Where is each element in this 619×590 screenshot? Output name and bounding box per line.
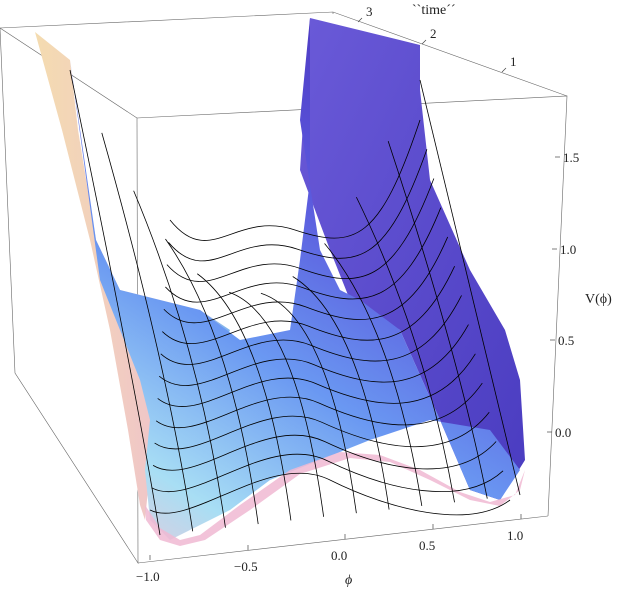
- mesh-line-time: [197, 273, 292, 521]
- y-tick-mark: [421, 39, 427, 45]
- mesh-line-time: [292, 276, 390, 510]
- mesh-line-time: [419, 79, 521, 496]
- y-tick-mark: [357, 17, 363, 23]
- bounding-box: [0, 11, 568, 565]
- mesh-line-phi: [166, 178, 435, 282]
- surface-main: [70, 18, 520, 540]
- mesh-line-phi: [154, 412, 490, 450]
- mesh-line-phi: [168, 149, 428, 262]
- mesh-line-phi: [152, 434, 497, 471]
- mesh-line-time: [387, 140, 488, 499]
- x-tick-label: −1.0: [136, 569, 160, 584]
- mesh-line-time: [101, 132, 194, 532]
- x-axis-label: ϕ: [345, 573, 352, 588]
- mesh-line-phi: [158, 324, 469, 386]
- mesh-line-phi: [160, 295, 462, 365]
- y-tick-label: 3: [366, 4, 373, 19]
- z-axis: 0.0 0.5 1.0 1.5 V(ϕ): [547, 150, 612, 440]
- z-tick-label: 0.0: [555, 425, 571, 440]
- x-tick-label: 0.0: [331, 548, 347, 563]
- x-axis: −1.0 −0.5 0.0 0.5 1.0 ϕ: [136, 514, 523, 588]
- y-tick-mark: [501, 67, 507, 73]
- x-tick-label: −0.5: [234, 559, 258, 574]
- mesh-line-phi: [169, 119, 421, 241]
- surface-mesh: [69, 69, 521, 536]
- x-tick-label: 1.0: [507, 528, 523, 543]
- y-axis-label: ``time´´: [412, 3, 456, 18]
- mesh-line-time: [228, 291, 325, 517]
- mesh-line-time: [69, 69, 161, 536]
- mesh-line-time: [165, 238, 259, 525]
- mesh-line-phi: [151, 453, 504, 493]
- mesh-line-phi: [155, 382, 483, 428]
- mesh-line-time: [260, 292, 357, 514]
- mesh-line-time: [356, 196, 455, 503]
- mesh-line-phi: [162, 265, 455, 344]
- mesh-line-phi: [165, 207, 442, 303]
- surface-back-wall: [300, 18, 525, 500]
- y-tick-label: 2: [430, 26, 437, 41]
- y-tick-label: 1: [510, 54, 517, 69]
- z-tick-label: 1.0: [560, 242, 576, 257]
- x-tick-label: 0.5: [419, 538, 435, 553]
- mesh-line-phi: [157, 353, 476, 407]
- surface: [35, 18, 525, 546]
- mesh-line-time: [133, 190, 226, 528]
- z-tick-label: 1.5: [563, 150, 579, 165]
- z-tick-label: 0.5: [558, 333, 574, 348]
- mesh-line-time: [324, 243, 423, 506]
- mesh-line-phi: [163, 236, 449, 324]
- surface-front-rim: [145, 452, 525, 546]
- y-axis: 1 2 3 ``time´´: [357, 3, 517, 73]
- mesh-line-phi: [149, 472, 511, 516]
- z-axis-label: V(ϕ): [585, 292, 612, 307]
